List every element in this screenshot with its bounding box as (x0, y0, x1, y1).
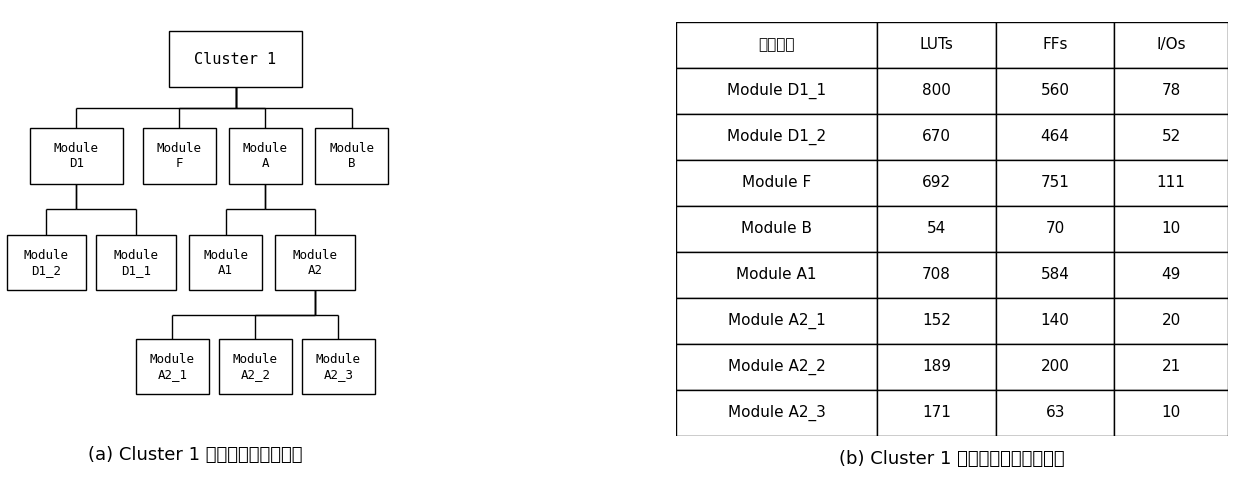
Text: 670: 670 (923, 129, 951, 144)
Bar (996, 114, 1115, 160)
Bar (676, 298, 877, 344)
Bar (877, 114, 996, 160)
Text: Module
A2_2: Module A2_2 (233, 353, 278, 380)
Bar (877, 390, 996, 436)
Text: Module
A: Module A (243, 142, 288, 170)
Text: Module
A2: Module A2 (293, 249, 337, 276)
Text: FFs: FFs (1043, 37, 1068, 52)
Bar (1115, 206, 1228, 252)
Text: 70: 70 (1045, 221, 1065, 236)
FancyBboxPatch shape (229, 128, 301, 184)
Text: Module B: Module B (742, 221, 812, 236)
Bar (1115, 68, 1228, 114)
Bar (676, 344, 877, 390)
Text: I/Os: I/Os (1156, 37, 1185, 52)
Text: 10: 10 (1162, 221, 1180, 236)
FancyBboxPatch shape (219, 339, 291, 394)
FancyBboxPatch shape (97, 235, 176, 290)
Text: 52: 52 (1162, 129, 1180, 144)
Text: Module D1_2: Module D1_2 (727, 129, 826, 145)
Text: 21: 21 (1162, 359, 1180, 374)
Bar (996, 252, 1115, 298)
Bar (1115, 114, 1228, 160)
Text: 152: 152 (923, 313, 951, 328)
Bar (1115, 390, 1228, 436)
Text: 78: 78 (1162, 83, 1180, 98)
Bar (877, 344, 996, 390)
Bar (1115, 160, 1228, 206)
Bar (676, 114, 877, 160)
Text: Module F: Module F (742, 175, 811, 190)
Bar (877, 68, 996, 114)
Text: 171: 171 (923, 405, 951, 420)
Text: 111: 111 (1157, 175, 1185, 190)
Bar (996, 390, 1115, 436)
Text: 54: 54 (928, 221, 946, 236)
Text: 560: 560 (1040, 83, 1070, 98)
Text: (a) Cluster 1 的模块映射分解流程: (a) Cluster 1 的模块映射分解流程 (88, 446, 303, 464)
Bar (877, 22, 996, 68)
Text: Module D1_1: Module D1_1 (727, 83, 826, 99)
Text: 200: 200 (1040, 359, 1070, 374)
Text: Module
A2_3: Module A2_3 (316, 353, 361, 380)
Text: 189: 189 (923, 359, 951, 374)
FancyBboxPatch shape (275, 235, 355, 290)
Text: Module
A1: Module A1 (203, 249, 248, 276)
Text: 63: 63 (1045, 405, 1065, 420)
Text: Module
D1: Module D1 (53, 142, 99, 170)
Bar (676, 206, 877, 252)
Bar (676, 252, 877, 298)
Text: 140: 140 (1040, 313, 1070, 328)
FancyBboxPatch shape (143, 128, 216, 184)
Bar (996, 160, 1115, 206)
Text: Module A2_2: Module A2_2 (728, 359, 826, 375)
Bar (996, 344, 1115, 390)
Bar (676, 68, 877, 114)
Text: 464: 464 (1040, 129, 1070, 144)
Text: Module A2_3: Module A2_3 (728, 405, 826, 421)
FancyBboxPatch shape (301, 339, 374, 394)
Text: 20: 20 (1162, 313, 1180, 328)
Text: Module
D1_2: Module D1_2 (24, 249, 69, 276)
Text: 模块名称: 模块名称 (758, 37, 795, 52)
Text: 10: 10 (1162, 405, 1180, 420)
FancyBboxPatch shape (6, 235, 87, 290)
Bar (877, 160, 996, 206)
FancyBboxPatch shape (30, 128, 123, 184)
Text: 584: 584 (1040, 267, 1070, 282)
FancyBboxPatch shape (315, 128, 388, 184)
Text: Module
B: Module B (329, 142, 374, 170)
Bar (676, 390, 877, 436)
Text: (b) Cluster 1 映射的各模块详细参数: (b) Cluster 1 映射的各模块详细参数 (839, 450, 1064, 468)
Bar (996, 298, 1115, 344)
Text: Module
A2_1: Module A2_1 (150, 353, 195, 380)
Bar (1115, 344, 1228, 390)
Bar (1115, 22, 1228, 68)
Bar (996, 22, 1115, 68)
Text: Module
D1_1: Module D1_1 (114, 249, 159, 276)
Text: 708: 708 (923, 267, 951, 282)
Text: 692: 692 (923, 175, 951, 190)
Bar (676, 160, 877, 206)
FancyBboxPatch shape (136, 339, 210, 394)
FancyBboxPatch shape (169, 31, 301, 87)
Bar (1115, 298, 1228, 344)
Bar (1115, 252, 1228, 298)
Text: Module A1: Module A1 (737, 267, 817, 282)
FancyBboxPatch shape (188, 235, 262, 290)
Bar (676, 22, 877, 68)
Bar (996, 206, 1115, 252)
Bar (877, 252, 996, 298)
Bar (996, 68, 1115, 114)
Text: Module A2_1: Module A2_1 (728, 313, 826, 329)
Text: 800: 800 (923, 83, 951, 98)
Text: 49: 49 (1162, 267, 1180, 282)
Bar (877, 206, 996, 252)
Text: 751: 751 (1040, 175, 1070, 190)
Bar (877, 298, 996, 344)
Text: Module
F: Module F (156, 142, 202, 170)
Text: LUTs: LUTs (920, 37, 954, 52)
Text: Cluster 1: Cluster 1 (195, 52, 277, 67)
